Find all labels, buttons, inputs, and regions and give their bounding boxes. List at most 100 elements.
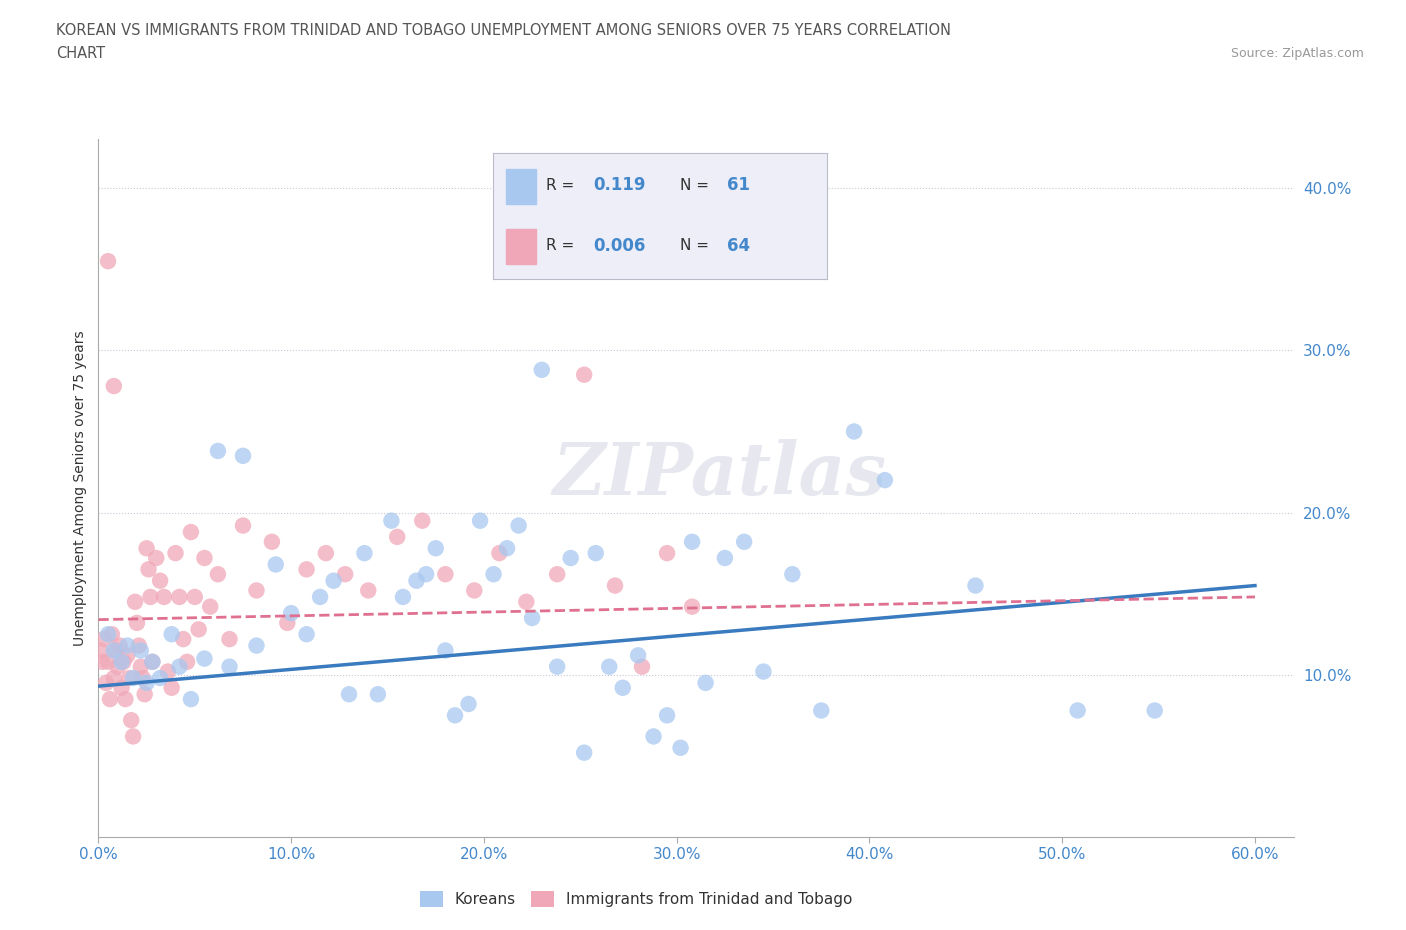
Point: [207, 444, 229, 458]
Point: [260, 535, 283, 550]
Point: [842, 424, 865, 439]
Point: [385, 529, 409, 544]
Point: [169, 590, 191, 604]
Legend: Koreans, Immigrants from Trinidad and Tobago: Koreans, Immigrants from Trinidad and To…: [413, 884, 859, 913]
Point: [141, 655, 163, 670]
Point: [405, 573, 427, 588]
Point: [193, 651, 215, 666]
Point: [245, 638, 267, 653]
Point: [91, 655, 114, 670]
Point: [114, 692, 136, 707]
Point: [457, 697, 479, 711]
Point: [180, 692, 202, 707]
Point: [392, 590, 415, 604]
Point: [145, 551, 167, 565]
Point: [232, 448, 254, 463]
Point: [643, 729, 665, 744]
Point: [655, 708, 678, 723]
Point: [135, 541, 157, 556]
Point: [695, 675, 717, 690]
Point: [598, 659, 620, 674]
Point: [810, 703, 832, 718]
Point: [139, 590, 162, 604]
Point: [149, 573, 172, 588]
Point: [655, 546, 678, 561]
Point: [138, 562, 160, 577]
Point: [176, 655, 198, 670]
Point: [193, 551, 215, 565]
Point: [207, 566, 229, 581]
Point: [104, 643, 127, 658]
Point: [160, 627, 183, 642]
Point: [520, 611, 543, 626]
Point: [103, 379, 125, 393]
Point: [572, 367, 595, 382]
Point: [482, 566, 505, 581]
Point: [122, 671, 145, 685]
Point: [97, 254, 120, 269]
Point: [117, 648, 139, 663]
Point: [572, 745, 595, 760]
Point: [141, 655, 163, 670]
Point: [108, 638, 131, 653]
Point: [187, 622, 209, 637]
Point: [93, 631, 115, 646]
Point: [1066, 703, 1088, 718]
Point: [546, 566, 568, 581]
Point: [110, 681, 132, 696]
Point: [218, 659, 240, 674]
Point: [515, 594, 537, 609]
Point: [101, 627, 124, 642]
Point: [411, 513, 433, 528]
Point: [129, 659, 152, 674]
Y-axis label: Unemployment Among Seniors over 75 years: Unemployment Among Seniors over 75 years: [73, 330, 87, 646]
Point: [120, 712, 142, 727]
Point: [631, 659, 654, 674]
Point: [585, 546, 607, 561]
Point: [107, 659, 129, 674]
Point: [681, 535, 703, 550]
Point: [117, 638, 139, 653]
Text: ZIPatlas: ZIPatlas: [553, 439, 887, 510]
Point: [337, 687, 360, 702]
Point: [98, 692, 121, 707]
Point: [149, 671, 172, 685]
Point: [132, 671, 155, 685]
Point: [681, 599, 703, 614]
Point: [165, 546, 187, 561]
Point: [118, 671, 141, 685]
Point: [380, 513, 402, 528]
Point: [124, 594, 146, 609]
Point: [232, 518, 254, 533]
Point: [160, 681, 183, 696]
Point: [1143, 703, 1166, 718]
Point: [128, 638, 150, 653]
Point: [530, 363, 553, 378]
Point: [468, 513, 491, 528]
Point: [434, 566, 457, 581]
Point: [264, 557, 287, 572]
Point: [315, 546, 337, 561]
Point: [612, 681, 634, 696]
Point: [103, 643, 125, 658]
Point: [873, 472, 896, 487]
Point: [122, 729, 145, 744]
Text: CHART: CHART: [56, 46, 105, 61]
Point: [184, 590, 207, 604]
Point: [169, 659, 191, 674]
Point: [89, 643, 111, 658]
Point: [367, 687, 389, 702]
Point: [125, 616, 148, 631]
Point: [425, 541, 447, 556]
Point: [733, 535, 755, 550]
Point: [752, 664, 775, 679]
Point: [714, 551, 737, 565]
Point: [322, 573, 344, 588]
Point: [965, 578, 987, 593]
Point: [333, 566, 356, 581]
Point: [276, 616, 298, 631]
Point: [415, 566, 437, 581]
Point: [245, 583, 267, 598]
Point: [180, 525, 202, 539]
Point: [156, 664, 179, 679]
